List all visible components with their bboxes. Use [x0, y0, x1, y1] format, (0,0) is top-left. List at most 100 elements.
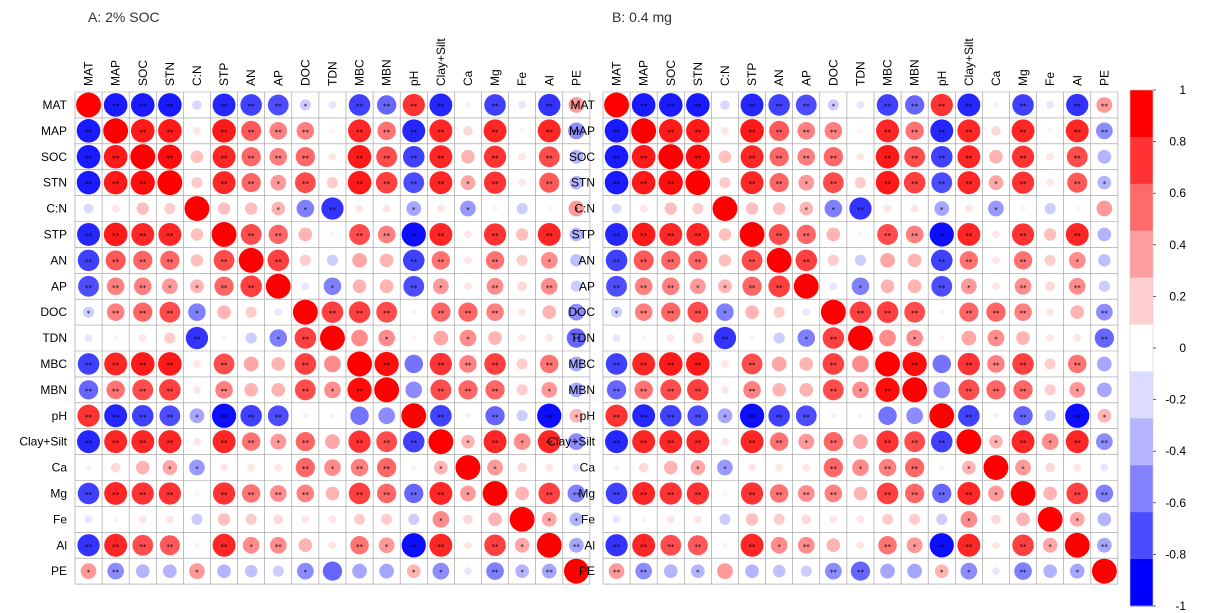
correlation-circle	[721, 437, 729, 446]
correlation-circle	[132, 534, 154, 556]
correlation-circle	[824, 199, 843, 218]
correlation-circle	[431, 302, 451, 322]
correlation-circle	[1069, 381, 1086, 398]
significance-mark: **	[85, 284, 93, 292]
significance-mark: **	[275, 258, 283, 266]
row-label: MAP	[41, 124, 67, 138]
correlation-circle	[883, 204, 892, 213]
correlation-circle	[353, 513, 366, 525]
significance-mark: **	[112, 439, 120, 447]
correlation-circle	[688, 250, 708, 270]
correlation-circle	[541, 381, 558, 398]
correlation-circle	[799, 357, 814, 371]
significance-mark: *	[805, 206, 809, 214]
correlation-circle	[1016, 331, 1030, 345]
correlation-circle	[827, 254, 839, 266]
correlation-circle	[880, 252, 895, 268]
correlation-circle	[572, 463, 581, 472]
significance-mark: **	[139, 128, 147, 136]
correlation-circle	[1042, 537, 1058, 553]
correlation-circle	[822, 379, 844, 401]
correlation-circle	[328, 515, 337, 524]
significance-mark: **	[248, 491, 256, 499]
colorbar-tick-label: 0	[1179, 341, 1186, 355]
significance-mark: **	[356, 102, 364, 110]
correlation-circle	[518, 178, 527, 187]
correlation-circle	[664, 202, 677, 215]
correlation-circle	[241, 484, 261, 503]
correlation-circle	[878, 458, 897, 477]
correlation-circle	[77, 353, 100, 375]
correlation-circle	[793, 273, 819, 299]
correlation-circle	[350, 458, 369, 477]
correlation-circle	[455, 455, 481, 480]
correlation-circle	[1014, 562, 1032, 580]
correlation-circle	[488, 331, 502, 345]
correlation-circle	[854, 177, 867, 189]
correlation-circle	[483, 119, 507, 143]
significance-mark: **	[383, 232, 391, 240]
significance-mark: **	[1020, 310, 1028, 318]
correlation-circle	[661, 277, 680, 296]
significance-mark: **	[221, 102, 229, 110]
correlation-circle	[105, 250, 126, 271]
correlation-circle	[243, 356, 259, 372]
correlation-circle	[1098, 254, 1111, 267]
correlation-circle	[906, 329, 924, 347]
correlation-circle	[822, 327, 845, 349]
correlation-circle	[1074, 205, 1081, 212]
correlation-circle	[720, 100, 730, 110]
correlation-circle	[190, 279, 204, 294]
row-label: MBN	[40, 383, 67, 397]
significance-mark: **	[776, 154, 784, 162]
col-label: Ca	[989, 70, 1003, 86]
correlation-circle	[241, 432, 261, 451]
col-label: Clay+Silt	[434, 38, 448, 86]
significance-mark: **	[166, 543, 174, 551]
significance-mark: **	[302, 128, 310, 136]
significance-mark: **	[938, 543, 946, 551]
correlation-circle	[133, 250, 153, 270]
significance-mark: **	[410, 284, 418, 292]
correlation-circle	[245, 332, 257, 344]
correlation-circle	[875, 377, 900, 402]
correlation-circle	[212, 430, 236, 454]
significance-mark: **	[437, 310, 445, 318]
significance-mark: **	[302, 180, 310, 188]
significance-mark: *	[1048, 439, 1052, 447]
correlation-circle	[1014, 277, 1032, 295]
correlation-circle	[298, 538, 313, 553]
correlation-circle	[271, 201, 286, 216]
correlation-circle	[267, 405, 289, 427]
col-label: DOC	[298, 59, 312, 86]
correlation-circle	[461, 434, 475, 449]
col-label: MAP	[109, 60, 123, 86]
significance-mark: *	[575, 439, 579, 447]
correlation-circle	[740, 482, 764, 505]
correlation-circle	[848, 325, 873, 351]
grid	[74, 91, 591, 585]
col-label: Al	[542, 75, 556, 86]
significance-mark: **	[884, 102, 892, 110]
significance-mark: **	[139, 361, 147, 369]
correlation-circle	[740, 119, 764, 143]
correlation-circle	[823, 147, 843, 167]
correlation-circle	[541, 563, 557, 579]
correlation-circle	[876, 301, 899, 323]
correlation-circle	[605, 482, 628, 505]
correlation-circle	[631, 118, 657, 144]
correlation-circle	[631, 222, 656, 247]
correlation-circle	[537, 430, 561, 454]
significance-mark: **	[749, 154, 757, 162]
correlation-circle	[212, 145, 236, 169]
significance-mark: *	[195, 413, 199, 421]
correlation-circle	[376, 431, 398, 453]
correlation-circle	[348, 301, 371, 323]
correlation-circle	[1064, 532, 1090, 558]
significance-mark: **	[803, 258, 811, 266]
correlation-circle	[351, 329, 368, 347]
significance-mark: **	[776, 413, 784, 421]
correlation-circle	[429, 93, 453, 117]
correlation-circle	[740, 145, 764, 169]
correlation-circle	[938, 309, 945, 315]
